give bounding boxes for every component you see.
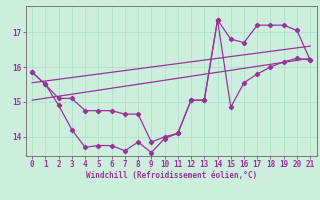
X-axis label: Windchill (Refroidissement éolien,°C): Windchill (Refroidissement éolien,°C): [86, 171, 257, 180]
